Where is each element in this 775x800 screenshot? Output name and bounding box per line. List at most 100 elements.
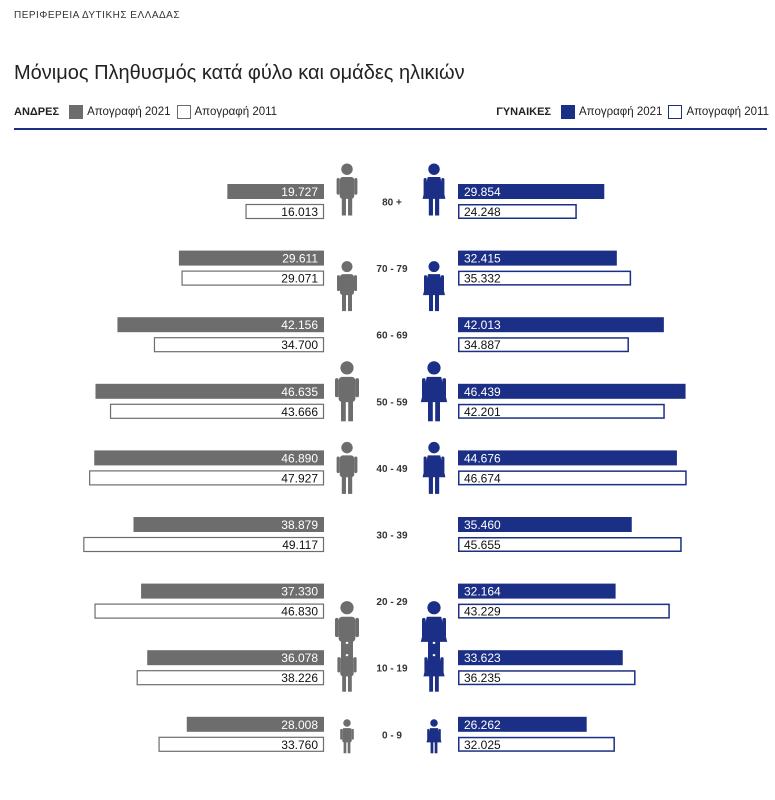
woman-icon	[426, 719, 442, 754]
legend-women-2021-label: Απογραφή 2021	[579, 106, 663, 118]
label-women-2021: 35.460	[464, 518, 501, 532]
bar-men-2011	[136, 670, 325, 686]
bar-women-2011	[458, 470, 687, 486]
bar-women-2011	[458, 337, 629, 353]
label-women-2021: 29.854	[464, 185, 501, 199]
legend-swatch-men-2021	[69, 105, 84, 119]
bar-women-2011	[458, 270, 632, 286]
label-women-2021: 32.164	[464, 585, 501, 599]
bar-women-2011	[458, 403, 665, 419]
woman-icon	[422, 163, 446, 216]
label-men-2021: 46.890	[281, 451, 318, 465]
woman-icon	[423, 643, 445, 692]
label-men-2011: 38.226	[281, 671, 318, 685]
bar-women-2021	[458, 450, 677, 466]
bar-men-2021	[227, 184, 324, 199]
label-women-2011: 43.229	[464, 605, 501, 619]
label-men-2021: 19.727	[281, 185, 318, 199]
bar-women-2011	[458, 736, 615, 752]
region-label: ΠΕΡΙΦΕΡΕΙΑ ΔΥΤΙΚΗΣ ΕΛΛΑΔΑΣ	[14, 10, 181, 21]
label-men-2011: 16.013	[281, 205, 318, 219]
legend-men-2021: Απογραφή 2021	[69, 105, 171, 119]
bar-women-2021	[458, 716, 587, 732]
bar-women-2011	[458, 204, 577, 219]
label-men-2011: 43.666	[281, 405, 318, 419]
label-women-2021: 32.415	[464, 252, 501, 266]
bar-women-2021	[458, 317, 664, 333]
legend-swatch-men-2011	[176, 105, 191, 119]
bar-men-2011	[94, 603, 325, 619]
bar-women-2021	[458, 250, 617, 266]
age-group-label: 20 - 29	[376, 597, 408, 608]
man-icon	[340, 719, 354, 754]
age-group-label: 0 - 9	[382, 730, 402, 741]
man-icon	[335, 361, 359, 422]
label-women-2011: 34.887	[464, 338, 501, 352]
legend-men-2021-label: Απογραφή 2021	[87, 106, 171, 118]
label-women-2021: 46.439	[464, 385, 501, 399]
label-men-2021: 37.330	[281, 585, 318, 599]
label-men-2011: 33.760	[281, 738, 318, 752]
label-women-2021: 33.623	[464, 651, 501, 665]
legend-men-2011: Απογραφή 2011	[176, 105, 278, 119]
man-icon	[336, 441, 358, 494]
label-women-2011: 42.201	[464, 405, 501, 419]
bar-men-2011	[158, 736, 325, 752]
legend-men-label: ΑΝΔΡΕΣ	[14, 106, 60, 118]
label-women-2011: 35.332	[464, 272, 501, 286]
age-group-label: 40 - 49	[376, 464, 408, 475]
chart-title: Μόνιμος Πληθυσμός κατά φύλο και ομάδες η…	[14, 62, 465, 84]
bar-men-2011	[153, 337, 325, 353]
bar-women-2011	[458, 603, 670, 619]
label-men-2021: 46.635	[281, 385, 318, 399]
legend-women: ΓΥΝΑΙΚΕΣ Απογραφή 2021 Απογραφή 2011	[496, 104, 769, 120]
label-women-2011: 36.235	[464, 671, 501, 685]
label-men-2021: 36.078	[281, 651, 318, 665]
bar-men-2011	[109, 403, 325, 419]
label-men-2021: 28.008	[281, 718, 318, 732]
bar-men-2021	[186, 716, 324, 732]
label-women-2021: 26.262	[464, 718, 501, 732]
label-women-2011: 45.655	[464, 538, 501, 552]
bar-women-2011	[458, 537, 682, 552]
bar-men-2011	[89, 470, 325, 486]
bar-women-2021	[458, 517, 632, 532]
legend-swatch-women-2021	[561, 105, 576, 119]
bar-men-2021	[147, 650, 324, 666]
label-women-2021: 42.013	[464, 318, 501, 332]
woman-icon	[423, 261, 445, 312]
bar-women-2021	[458, 650, 623, 666]
bar-women-2011	[458, 670, 636, 686]
label-men-2021: 38.879	[281, 518, 318, 532]
age-group-label: 10 - 19	[376, 664, 408, 675]
legend-men-2011-label: Απογραφή 2011	[194, 106, 278, 118]
age-group-label: 50 - 59	[376, 397, 408, 408]
bar-men-2021	[133, 517, 324, 532]
legend-women-2011: Απογραφή 2011	[668, 105, 769, 119]
bar-men-2011	[83, 536, 325, 553]
age-group-label: 30 - 39	[376, 531, 408, 542]
legend-women-2011-label: Απογραφή 2011	[686, 106, 769, 118]
man-icon	[337, 261, 357, 312]
legend-swatch-women-2011	[668, 105, 683, 119]
bar-women-2021	[458, 184, 605, 199]
age-group-label: 70 - 79	[376, 264, 408, 275]
bar-men-2021	[117, 317, 324, 333]
bar-women-2021	[458, 583, 616, 599]
bar-men-2021	[141, 583, 324, 599]
woman-icon	[422, 441, 446, 494]
man-icon	[336, 163, 358, 216]
label-men-2011: 29.071	[281, 272, 318, 286]
legend-men: ΑΝΔΡΕΣ Απογραφή 2021 Απογραφή 2011	[14, 104, 277, 120]
bar-men-2021	[94, 450, 324, 466]
age-group-label: 60 - 69	[376, 331, 408, 342]
label-women-2011: 24.248	[464, 205, 501, 219]
label-women-2021: 44.676	[464, 451, 501, 465]
bar-men-2021	[95, 383, 325, 399]
woman-icon	[420, 361, 448, 422]
bar-men-2011	[181, 270, 325, 286]
label-women-2011: 46.674	[464, 471, 501, 485]
man-icon	[337, 643, 357, 692]
bar-men-2011	[245, 203, 325, 220]
label-men-2021: 42.156	[281, 318, 318, 332]
